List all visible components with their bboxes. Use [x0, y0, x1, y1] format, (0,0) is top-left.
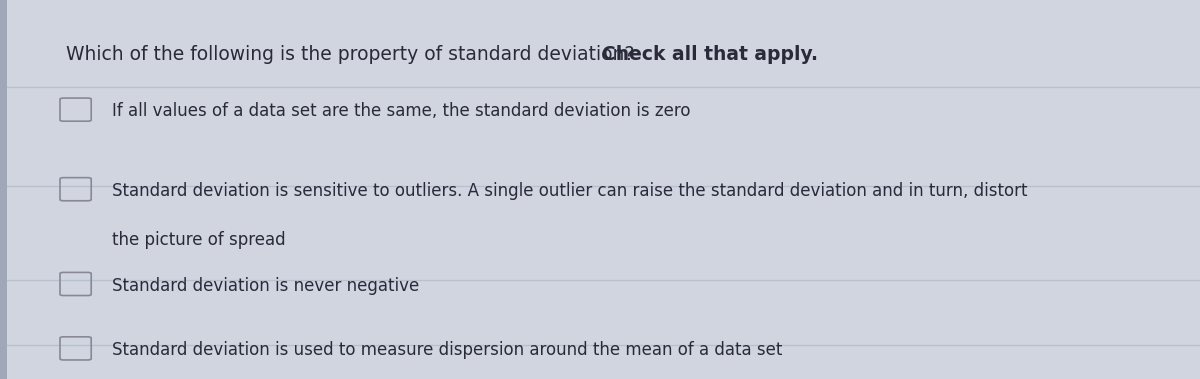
- Text: Standard deviation is sensitive to outliers. A single outlier can raise the stan: Standard deviation is sensitive to outli…: [112, 182, 1027, 200]
- Text: Standard deviation is used to measure dispersion around the mean of a data set: Standard deviation is used to measure di…: [112, 341, 782, 359]
- Text: Standard deviation is never negative: Standard deviation is never negative: [112, 277, 419, 294]
- FancyBboxPatch shape: [0, 0, 7, 379]
- Text: Which of the following is the property of standard deviation?: Which of the following is the property o…: [66, 45, 641, 64]
- Text: the picture of spread: the picture of spread: [112, 231, 286, 249]
- Text: If all values of a data set are the same, the standard deviation is zero: If all values of a data set are the same…: [112, 102, 690, 120]
- Text: Check all that apply.: Check all that apply.: [601, 45, 817, 64]
